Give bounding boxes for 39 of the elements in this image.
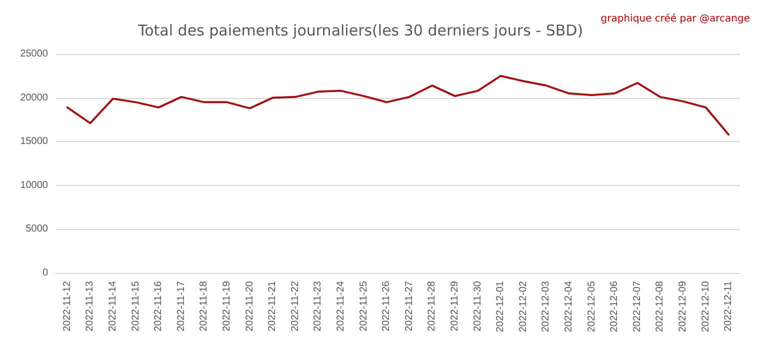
y-tick-label: 20000 — [20, 92, 48, 104]
x-tick-label: 2022-12-08 — [654, 280, 666, 332]
x-tick-label: 2022-11-26 — [381, 280, 392, 332]
x-tick-label: 2022-11-20 — [244, 280, 256, 332]
x-tick-label: 2022-11-23 — [312, 280, 324, 332]
x-tick-label: 2022-11-24 — [336, 280, 346, 332]
text: graphique créé par @arcange — [600, 14, 750, 24]
y-tick-label: 5000 — [26, 224, 48, 235]
y-tick-label: 25000 — [20, 48, 48, 60]
x-tick-label: 2022-11-15 — [130, 280, 142, 332]
x-tick-label: 2022-12-06 — [609, 280, 620, 332]
x-tick-label: 2022-11-12 — [62, 280, 73, 332]
x-tick-label: 2022-12-04 — [564, 280, 574, 332]
x-tick-label: 2022-12-11 — [723, 280, 734, 332]
x-tick-label: 2022-12-01 — [495, 280, 506, 332]
x-tick-label: 2022-12-05 — [586, 280, 598, 332]
x-tick-label: 2022-12-10 — [700, 280, 712, 332]
x-tick-label: 2022-11-17 — [176, 280, 187, 332]
x-tick-label: 2022-11-25 — [358, 280, 370, 332]
y-tick-label: 15000 — [20, 136, 48, 148]
x-tick-label: 2022-11-13 — [84, 280, 96, 332]
x-tick-label: 2022-12-09 — [678, 280, 688, 332]
x-tick-label: 2022-11-27 — [404, 280, 415, 332]
x-tick-label: 2022-12-02 — [518, 280, 529, 332]
x-tick-label: 2022-11-16 — [153, 280, 164, 332]
y-tick-label: 10000 — [20, 180, 48, 191]
x-tick-label: 2022-11-14 — [108, 280, 118, 332]
x-tick-label: 2022-12-07 — [632, 280, 643, 332]
x-tick-label: 2022-11-18 — [198, 280, 210, 332]
x-tick-label: 2022-11-30 — [472, 280, 484, 332]
x-tick-label: 2022-11-22 — [290, 280, 301, 332]
x-tick-label: 2022-11-29 — [450, 280, 460, 332]
y-tick-label: 0 — [42, 268, 48, 278]
x-tick-label: 2022-11-19 — [222, 280, 232, 332]
line-series — [66, 74, 730, 136]
x-tick-label: 2022-12-03 — [540, 280, 552, 332]
x-tick-label: 2022-11-28 — [426, 280, 438, 332]
chart-title: Total des paiements journaliers(les 30 derniers jours - SBD) — [137, 22, 584, 40]
x-tick-label: 2022-11-21 — [267, 280, 278, 332]
